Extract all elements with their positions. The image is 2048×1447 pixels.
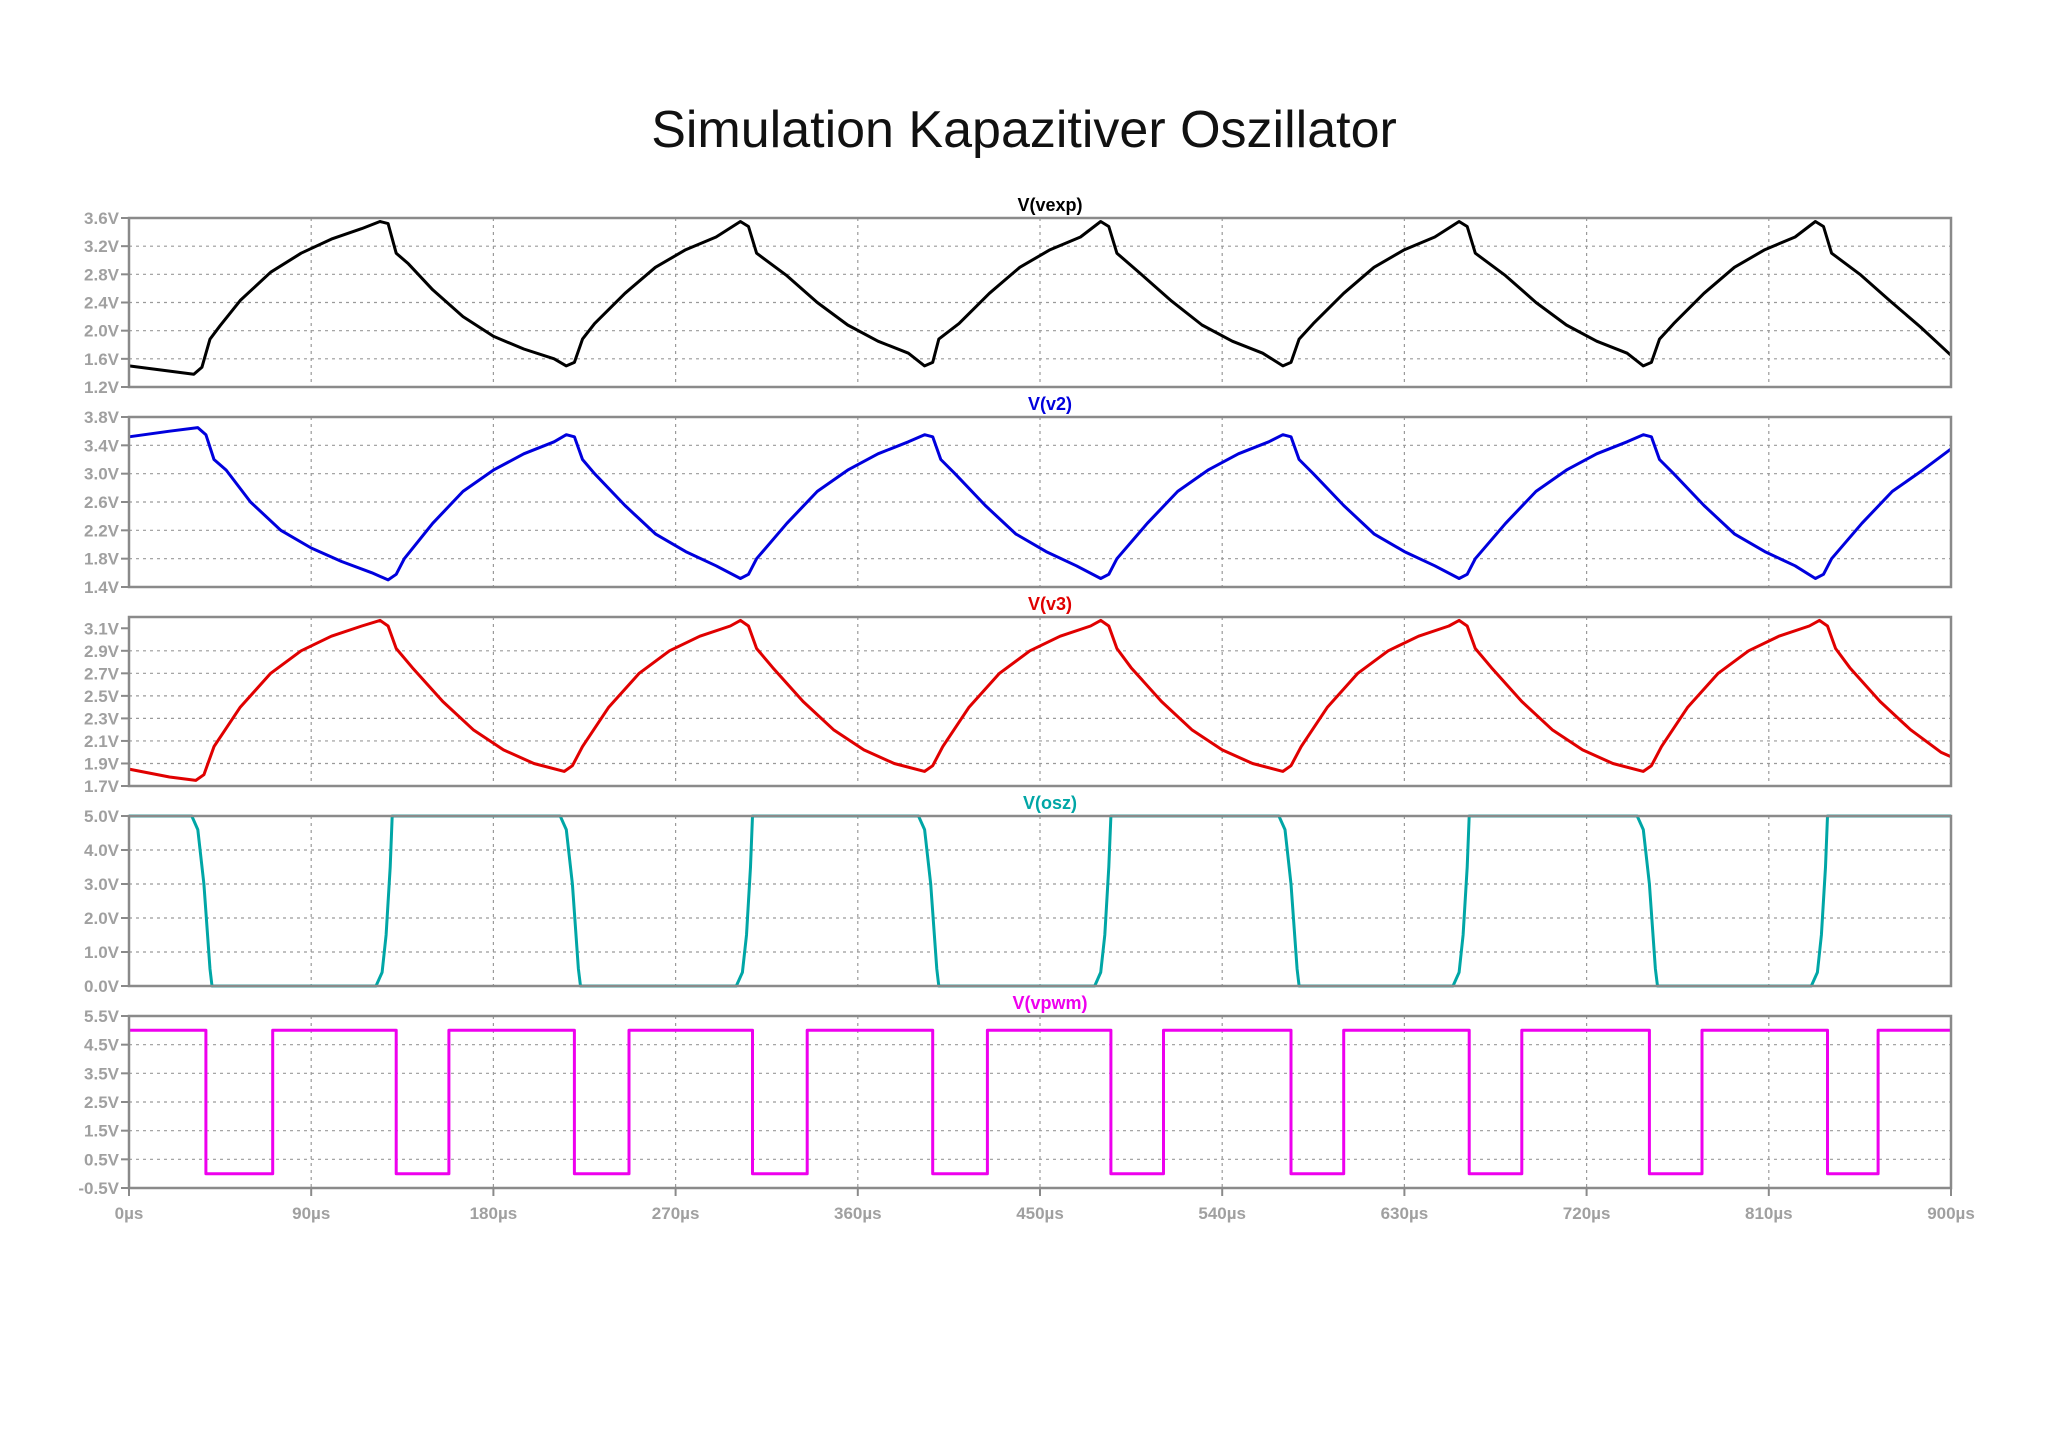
y-tick-label: 5.0V (84, 807, 120, 826)
y-tick-label: 5.5V (84, 1007, 120, 1026)
x-tick-label: 810µs (1745, 1204, 1793, 1223)
x-tick-label: 90µs (292, 1204, 330, 1223)
y-tick-label: 3.5V (84, 1064, 120, 1083)
y-tick-label: 1.6V (84, 350, 120, 369)
y-tick-label: 0.5V (84, 1150, 120, 1169)
series-line-5 (129, 1028, 1951, 1176)
y-tick-label: 4.0V (84, 841, 120, 860)
y-tick-label: 2.2V (84, 521, 120, 540)
y-tick-label: 3.0V (84, 465, 120, 484)
plot-frame (127, 615, 1953, 788)
y-tick-label: 2.8V (84, 265, 120, 284)
y-tick-label: 1.7V (84, 777, 120, 796)
y-tick-label: 4.5V (84, 1036, 120, 1055)
y-tick-label: 1.4V (84, 578, 120, 597)
y-tick-label: 3.1V (84, 619, 120, 638)
y-tick-label: 1.0V (84, 943, 120, 962)
panel-title: V(v2) (1028, 394, 1072, 414)
x-tick-label: 0µs (115, 1204, 144, 1223)
y-tick-label: -0.5V (78, 1179, 119, 1198)
y-tick-label: 2.0V (84, 322, 120, 341)
y-tick-label: 3.6V (84, 209, 120, 228)
panel-title: V(vexp) (1017, 195, 1082, 215)
y-tick-label: 3.4V (84, 436, 120, 455)
y-tick-label: 1.5V (84, 1122, 120, 1141)
y-tick-label: 2.9V (84, 642, 120, 661)
x-tick-label: 360µs (834, 1204, 882, 1223)
y-tick-label: 2.5V (84, 687, 120, 706)
x-tick-label: 450µs (1016, 1204, 1064, 1223)
y-tick-label: 0.0V (84, 977, 120, 996)
y-tick-label: 3.2V (84, 237, 120, 256)
panel-title: V(vpwm) (1012, 993, 1087, 1013)
x-tick-label: 270µs (652, 1204, 700, 1223)
series-line-2 (128, 426, 1952, 582)
page-title: Simulation Kapazitiver Oszillator (651, 101, 1397, 159)
x-tick-label: 540µs (1198, 1204, 1246, 1223)
series-line-3 (128, 618, 1952, 782)
x-tick-label: 900µs (1927, 1204, 1975, 1223)
y-tick-label: 2.0V (84, 909, 120, 928)
y-tick-label: 1.9V (84, 754, 120, 773)
y-tick-label: 2.1V (84, 732, 120, 751)
y-tick-label: 2.4V (84, 294, 120, 313)
y-tick-label: 1.2V (84, 378, 120, 397)
y-tick-label: 3.0V (84, 875, 120, 894)
y-tick-label: 2.6V (84, 493, 120, 512)
y-tick-label: 2.5V (84, 1093, 120, 1112)
y-tick-label: 3.8V (84, 408, 120, 427)
panel-title: V(osz) (1023, 793, 1077, 813)
x-tick-label: 720µs (1563, 1204, 1611, 1223)
panel-title: V(v3) (1028, 594, 1072, 614)
y-tick-label: 1.8V (84, 550, 120, 569)
series-line-1 (128, 220, 1953, 376)
plot-frame (127, 814, 1953, 988)
x-tick-label: 630µs (1381, 1204, 1429, 1223)
y-tick-label: 2.3V (84, 709, 120, 728)
plot-frame (127, 216, 1953, 389)
plot-frame (127, 415, 1953, 589)
y-tick-label: 2.7V (84, 664, 120, 683)
x-tick-label: 180µs (470, 1204, 518, 1223)
